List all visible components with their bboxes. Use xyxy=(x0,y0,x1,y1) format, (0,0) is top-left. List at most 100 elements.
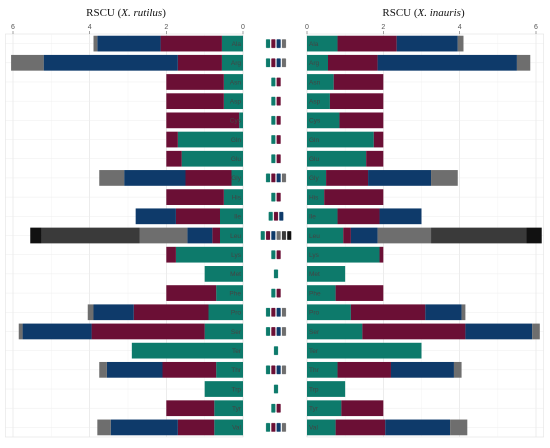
right-bar-val-codon-3 xyxy=(385,419,451,436)
right-title-species: X. inauris xyxy=(417,7,461,19)
left-aa-label: His xyxy=(232,194,242,201)
left-bar-lys-codon-1 xyxy=(175,246,243,263)
right-title-suffix: ) xyxy=(461,7,465,19)
left-aa-label: Lys xyxy=(231,252,242,259)
left-bar-ala-codon-3 xyxy=(97,35,161,52)
left-aa-label: Asn xyxy=(230,79,242,86)
codon-box-pro-4 xyxy=(281,307,287,317)
left-panel-ticks: 0 2 4 6 xyxy=(11,24,245,34)
left-bar-val-codon-1 xyxy=(214,419,243,436)
right-bar-gly-codon-1 xyxy=(307,170,327,186)
left-aa-label: Asp xyxy=(230,98,242,105)
left-bar-ter-codon-1 xyxy=(131,342,243,359)
left-panel-title: RSCU (X. rutilus) xyxy=(86,7,166,19)
codon-box-pro-1 xyxy=(265,307,271,317)
right-bar-glu-codon-2 xyxy=(366,150,384,167)
right-bar-asp-codon-2 xyxy=(329,93,384,110)
left-aa-label: Ter xyxy=(232,348,242,355)
right-bar-ala-codon-1 xyxy=(307,35,338,52)
codon-box-gly-4 xyxy=(281,173,287,183)
right-bar-his-codon-1 xyxy=(307,189,325,205)
left-bar-leu-codon-4 xyxy=(139,227,188,244)
left-bar-gly-codon-3 xyxy=(124,170,186,186)
codon-box-gly-2 xyxy=(270,173,276,183)
left-title-prefix: RSCU ( xyxy=(86,7,121,19)
right-bar-glu-codon-1 xyxy=(307,150,367,167)
codon-box-asp-1 xyxy=(270,96,276,106)
codon-box-leu-2 xyxy=(265,230,271,241)
left-bar-gly-codon-4 xyxy=(99,170,125,186)
left-bar-ile-codon-3 xyxy=(135,208,176,225)
left-bar-ser-codon-1 xyxy=(204,323,243,340)
right-bar-gly-codon-4 xyxy=(431,170,458,186)
codon-box-leu-6 xyxy=(286,230,292,241)
right-bar-leu-codon-6 xyxy=(526,227,542,244)
left-bar-thr-codon-2 xyxy=(162,361,217,378)
right-bar-ser-codon-2 xyxy=(362,323,466,340)
left-bar-his-codon-1 xyxy=(223,189,243,205)
left-bar-glu-codon-1 xyxy=(181,150,243,167)
left-bar-gly-codon-1 xyxy=(231,170,243,186)
codon-box-met-1 xyxy=(273,269,279,279)
left-bar-asn-codon-2 xyxy=(166,74,224,90)
right-tick-label: 2 xyxy=(381,24,385,31)
left-bar-phe-codon-1 xyxy=(216,285,243,301)
right-bar-ser-codon-1 xyxy=(307,323,363,340)
left-bar-leu-codon-3 xyxy=(187,227,213,244)
codon-box-ser-3 xyxy=(276,326,282,337)
codon-box-glu-1 xyxy=(270,154,276,164)
right-bar-gln-codon-1 xyxy=(307,131,374,148)
left-bar-ser-codon-3 xyxy=(22,323,92,340)
left-bar-arg-codon-3 xyxy=(43,54,178,71)
right-aa-label: Trp xyxy=(309,386,319,393)
codon-box-ala-3 xyxy=(276,38,282,49)
left-aa-label: Arg xyxy=(231,60,242,67)
codon-box-gly-1 xyxy=(265,173,271,183)
codon-box-phe-2 xyxy=(276,288,282,298)
left-aa-label: Gly xyxy=(231,175,242,182)
right-aa-label: His xyxy=(309,194,319,201)
left-bar-ile-codon-1 xyxy=(220,208,243,225)
left-bar-ala-codon-4 xyxy=(93,35,98,52)
left-aa-label: Val xyxy=(232,425,241,432)
left-aa-label: Pro xyxy=(231,310,242,317)
left-bar-val-codon-4 xyxy=(97,419,111,436)
left-bar-gln-codon-1 xyxy=(177,131,243,148)
left-aa-label: Ser xyxy=(231,329,242,336)
left-bar-trp-codon-1 xyxy=(204,381,243,397)
left-aa-label: Leu xyxy=(230,233,241,240)
left-aa-label: Ile xyxy=(234,214,241,221)
left-bar-arg-codon-4 xyxy=(11,54,44,71)
right-bar-val-codon-2 xyxy=(335,419,386,436)
left-bar-leu-codon-2 xyxy=(212,227,220,244)
codon-box-cys-2 xyxy=(276,115,282,126)
left-bar-thr-codon-1 xyxy=(216,361,243,378)
right-bar-ala-codon-3 xyxy=(396,35,458,52)
right-aa-label: Arg xyxy=(309,60,320,67)
right-bar-cys-codon-1 xyxy=(307,112,340,129)
codon-box-lys-1 xyxy=(270,250,276,260)
left-bar-ser-codon-2 xyxy=(91,323,205,340)
right-bar-phe-codon-1 xyxy=(307,285,336,301)
codon-box-pro-2 xyxy=(270,307,276,317)
codon-box-ser-4 xyxy=(281,326,287,337)
right-bar-ile-codon-2 xyxy=(337,208,380,225)
left-bar-lys-codon-2 xyxy=(166,246,176,263)
right-bar-ter-codon-1 xyxy=(307,342,422,359)
left-aa-label: Phe xyxy=(229,290,241,297)
left-bar-pro-codon-3 xyxy=(93,304,134,321)
codon-box-ser-1 xyxy=(265,326,271,337)
left-aa-label: Tyr xyxy=(232,406,242,413)
codon-box-ser-2 xyxy=(270,326,276,337)
right-bar-met-codon-1 xyxy=(307,266,346,282)
right-bar-asn-codon-1 xyxy=(307,74,334,90)
codon-box-glu-2 xyxy=(276,154,282,164)
right-bar-asp-codon-1 xyxy=(307,93,330,110)
right-bar-thr-codon-3 xyxy=(390,361,454,378)
right-bar-leu-codon-1 xyxy=(307,227,344,244)
right-bar-gly-codon-3 xyxy=(368,170,432,186)
codon-box-leu-5 xyxy=(281,230,287,241)
codon-box-his-2 xyxy=(276,192,282,202)
codon-box-leu-3 xyxy=(270,230,276,241)
